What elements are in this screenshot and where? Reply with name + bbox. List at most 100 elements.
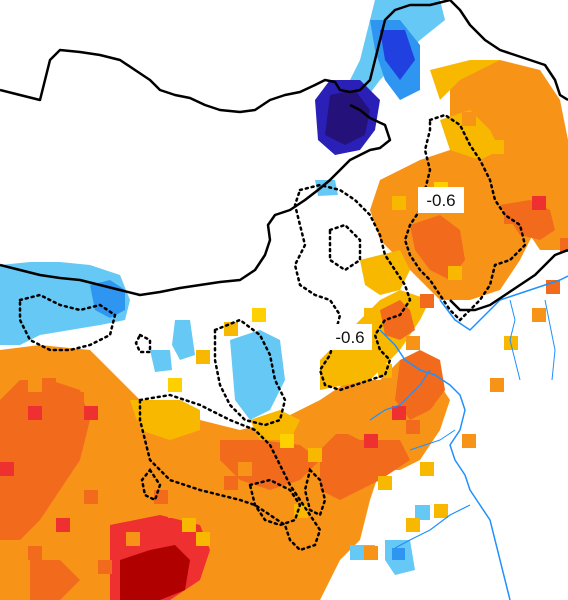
anomaly-cell — [98, 560, 112, 574]
dark-purple-region-hulunbuir — [325, 90, 370, 145]
border-heilongjiang — [449, 0, 568, 102]
anomaly-cell — [70, 392, 84, 406]
anomaly-cell — [448, 266, 462, 280]
border-mongolia-north — [0, 0, 451, 114]
light-blue-patch-a — [150, 350, 172, 372]
anomaly-cell — [462, 434, 476, 448]
contour-label-text: -0.6 — [335, 328, 364, 347]
coastline-liaodong — [439, 275, 568, 331]
anomaly-cell — [392, 406, 406, 420]
anomaly-cell — [406, 518, 420, 532]
anomaly-cell — [392, 196, 406, 210]
orange-red-region-southwest — [0, 380, 90, 540]
contour-shanxi — [213, 318, 287, 427]
light-blue-patch-e — [415, 505, 430, 520]
anomaly-cell — [434, 504, 448, 518]
anomaly-cell — [210, 546, 224, 560]
blue-region-northeast-top — [380, 30, 415, 80]
anomaly-cell — [280, 434, 294, 448]
anomaly-cell — [84, 406, 98, 420]
gold-region-hebei — [360, 250, 410, 295]
anomaly-cell — [420, 392, 434, 406]
border-korea — [449, 248, 568, 312]
anomaly-cell — [238, 462, 252, 476]
anomaly-cell — [196, 532, 210, 546]
light-blue-region-northwest — [0, 262, 130, 345]
anomaly-cell — [462, 112, 476, 126]
anomaly-cell — [560, 238, 568, 252]
gold-region-shaanxi — [250, 410, 300, 440]
anomaly-cell — [28, 546, 42, 560]
contour-northwest — [18, 293, 117, 352]
coastline-east — [379, 329, 511, 600]
anomaly-cell — [42, 378, 56, 392]
contour-label-northeast: -0.6 — [418, 187, 464, 213]
dark-red-region-sichuan — [120, 545, 190, 600]
anomaly-cell — [98, 434, 112, 448]
anomaly-cell — [168, 378, 182, 392]
huai-river — [409, 429, 456, 451]
anomaly-cell — [56, 434, 70, 448]
medium-blue-patch-d — [392, 548, 405, 560]
border-mongolia-south — [0, 103, 392, 297]
anomaly-cell — [518, 168, 532, 182]
anomaly-cell — [532, 196, 546, 210]
gold-region-far-northeast-edge — [430, 60, 500, 100]
anomaly-cell — [364, 308, 378, 322]
anomaly-cell — [126, 420, 140, 434]
river-korea-a — [509, 299, 521, 381]
anomaly-cell — [168, 504, 182, 518]
anomaly-cell — [364, 546, 378, 560]
anomaly-cell — [140, 406, 154, 420]
anomaly-cell — [14, 392, 28, 406]
anomaly-cell — [196, 350, 210, 364]
orange-red-region-south — [320, 430, 410, 500]
anomaly-cell — [490, 140, 504, 154]
anomaly-cell — [84, 490, 98, 504]
anomaly-cell — [490, 378, 504, 392]
border-layer — [0, 0, 568, 312]
anomaly-cell — [182, 518, 196, 532]
contour-inner-mongolia-loop — [328, 223, 362, 272]
anomaly-cell — [252, 308, 266, 322]
gold-region-northeast-band — [440, 110, 500, 160]
anomaly-cell — [0, 462, 14, 476]
contour-north-china — [293, 183, 412, 392]
anomaly-cell — [266, 560, 280, 574]
contour-central — [138, 393, 322, 552]
anomaly-cell — [322, 532, 336, 546]
contour-label-text: -0.6 — [426, 191, 455, 210]
orange-red-region-central — [220, 440, 320, 490]
anomaly-cell — [420, 462, 434, 476]
anomaly-cell — [336, 420, 350, 434]
anomaly-cell — [476, 238, 490, 252]
light-blue-patch-b — [315, 180, 338, 196]
anomaly-cell — [546, 126, 560, 140]
anomaly-cell — [112, 462, 126, 476]
contour-small-a — [134, 333, 152, 354]
contour-inner-loop — [248, 478, 302, 527]
anomaly-cell — [350, 504, 364, 518]
anomaly-cell — [504, 210, 518, 224]
coastline-river-layer — [369, 275, 568, 600]
anomaly-cell — [406, 336, 420, 350]
yellow-river-delta — [369, 369, 431, 421]
anomaly-cell — [224, 476, 238, 490]
orange-red-region-liaoning — [410, 215, 465, 280]
anomaly-cell — [28, 406, 42, 420]
orange-red-region-bohai — [380, 300, 415, 340]
contour-small-b — [140, 467, 162, 502]
anomaly-cell — [308, 448, 322, 462]
light-blue-region-inner — [172, 320, 195, 360]
orange-red-region-bottomleft — [30, 560, 80, 600]
river-korea-b — [544, 299, 556, 381]
anomaly-cell — [56, 518, 70, 532]
anomaly-cell — [126, 532, 140, 546]
anomaly-cell — [364, 434, 378, 448]
anomaly-cell — [378, 476, 392, 490]
anomaly-cell — [28, 378, 42, 392]
anomaly-cell — [420, 294, 434, 308]
light-blue-region-north — [230, 330, 285, 420]
